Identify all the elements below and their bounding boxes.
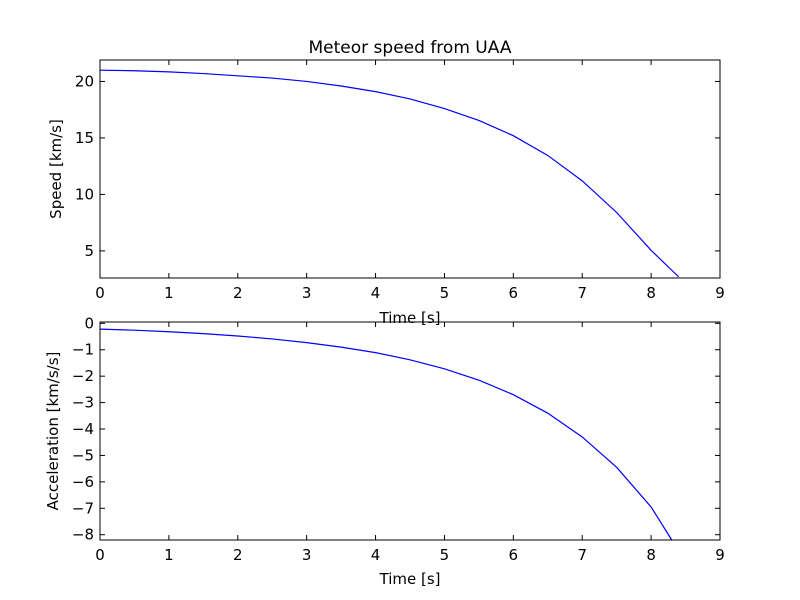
acceleration-x-tick-label-5: 5: [440, 546, 450, 564]
speed-chart: Meteor speed from UAA 0 1 2 3 4 5 6 7 8 9 5 10 15 20…: [47, 38, 725, 327]
acceleration-y-tick-label-1: −1: [72, 341, 94, 359]
acceleration-x-tick-label-2: 2: [233, 546, 243, 564]
speed-y-tick-label-2: 15: [75, 129, 94, 147]
acceleration-y-tick-label-0: 0: [84, 314, 94, 332]
acceleration-y-tick-label-8: −8: [72, 526, 94, 544]
speed-x-axis-label: Time [s]: [379, 309, 441, 327]
acceleration-x-tick-label-3: 3: [302, 546, 312, 564]
speed-x-tick-label-7: 7: [577, 284, 587, 302]
speed-y-ticks: 5 10 15 20: [75, 72, 720, 260]
acceleration-x-tick-label-4: 4: [371, 546, 381, 564]
speed-x-tick-label-5: 5: [440, 284, 450, 302]
speed-x-tick-label-6: 6: [509, 284, 519, 302]
acceleration-y-tick-label-6: −6: [72, 473, 94, 491]
speed-y-axis-label: Speed [km/s]: [47, 119, 65, 219]
speed-x-tick-label-9: 9: [715, 284, 725, 302]
acceleration-x-tick-label-7: 7: [577, 546, 587, 564]
speed-y-tick-label-3: 20: [75, 72, 94, 90]
speed-x-tick-label-1: 1: [164, 284, 174, 302]
speed-axes-frame: [99, 59, 721, 279]
acceleration-x-ticks: 0 1 2 3 4 5 6 7 8 9: [95, 322, 725, 564]
acceleration-y-axis-label: Acceleration [km/s/s]: [44, 352, 62, 511]
speed-chart-title: Meteor speed from UAA: [309, 38, 512, 58]
acceleration-y-tick-label-3: −3: [72, 394, 94, 412]
acceleration-y-tick-label-7: −7: [72, 499, 94, 517]
acceleration-y-tick-label-2: −2: [72, 367, 94, 385]
acceleration-series-line-0: [99, 328, 673, 541]
acceleration-series-layer: [99, 328, 673, 541]
acceleration-x-tick-label-9: 9: [715, 546, 725, 564]
speed-x-tick-label-0: 0: [95, 284, 105, 302]
speed-x-tick-label-2: 2: [233, 284, 243, 302]
speed-x-tick-label-3: 3: [302, 284, 312, 302]
speed-y-tick-label-1: 10: [75, 185, 94, 203]
acceleration-chart: 0 1 2 3 4 5 6 7 8 9 0 −1 −2 −3 −4 −5 −6 −7 −8 Time [s] Ac…: [44, 314, 725, 588]
speed-x-ticks: 0 1 2 3 4 5 6 7 8 9: [95, 60, 725, 302]
acceleration-x-tick-label-0: 0: [95, 546, 105, 564]
acceleration-x-tick-label-8: 8: [646, 546, 656, 564]
speed-series-layer: [99, 69, 680, 278]
acceleration-y-tick-label-4: −4: [72, 420, 94, 438]
speed-series-line-0: [99, 69, 680, 278]
acceleration-y-ticks: 0 −1 −2 −3 −4 −5 −6 −7 −8: [72, 314, 720, 544]
speed-y-tick-label-0: 5: [84, 242, 94, 260]
speed-x-tick-label-8: 8: [646, 284, 656, 302]
speed-x-tick-label-4: 4: [371, 284, 381, 302]
acceleration-x-tick-label-6: 6: [509, 546, 519, 564]
acceleration-x-tick-label-1: 1: [164, 546, 174, 564]
acceleration-axes-frame: [99, 321, 721, 541]
acceleration-y-tick-label-5: −5: [72, 446, 94, 464]
acceleration-x-axis-label: Time [s]: [379, 570, 441, 588]
